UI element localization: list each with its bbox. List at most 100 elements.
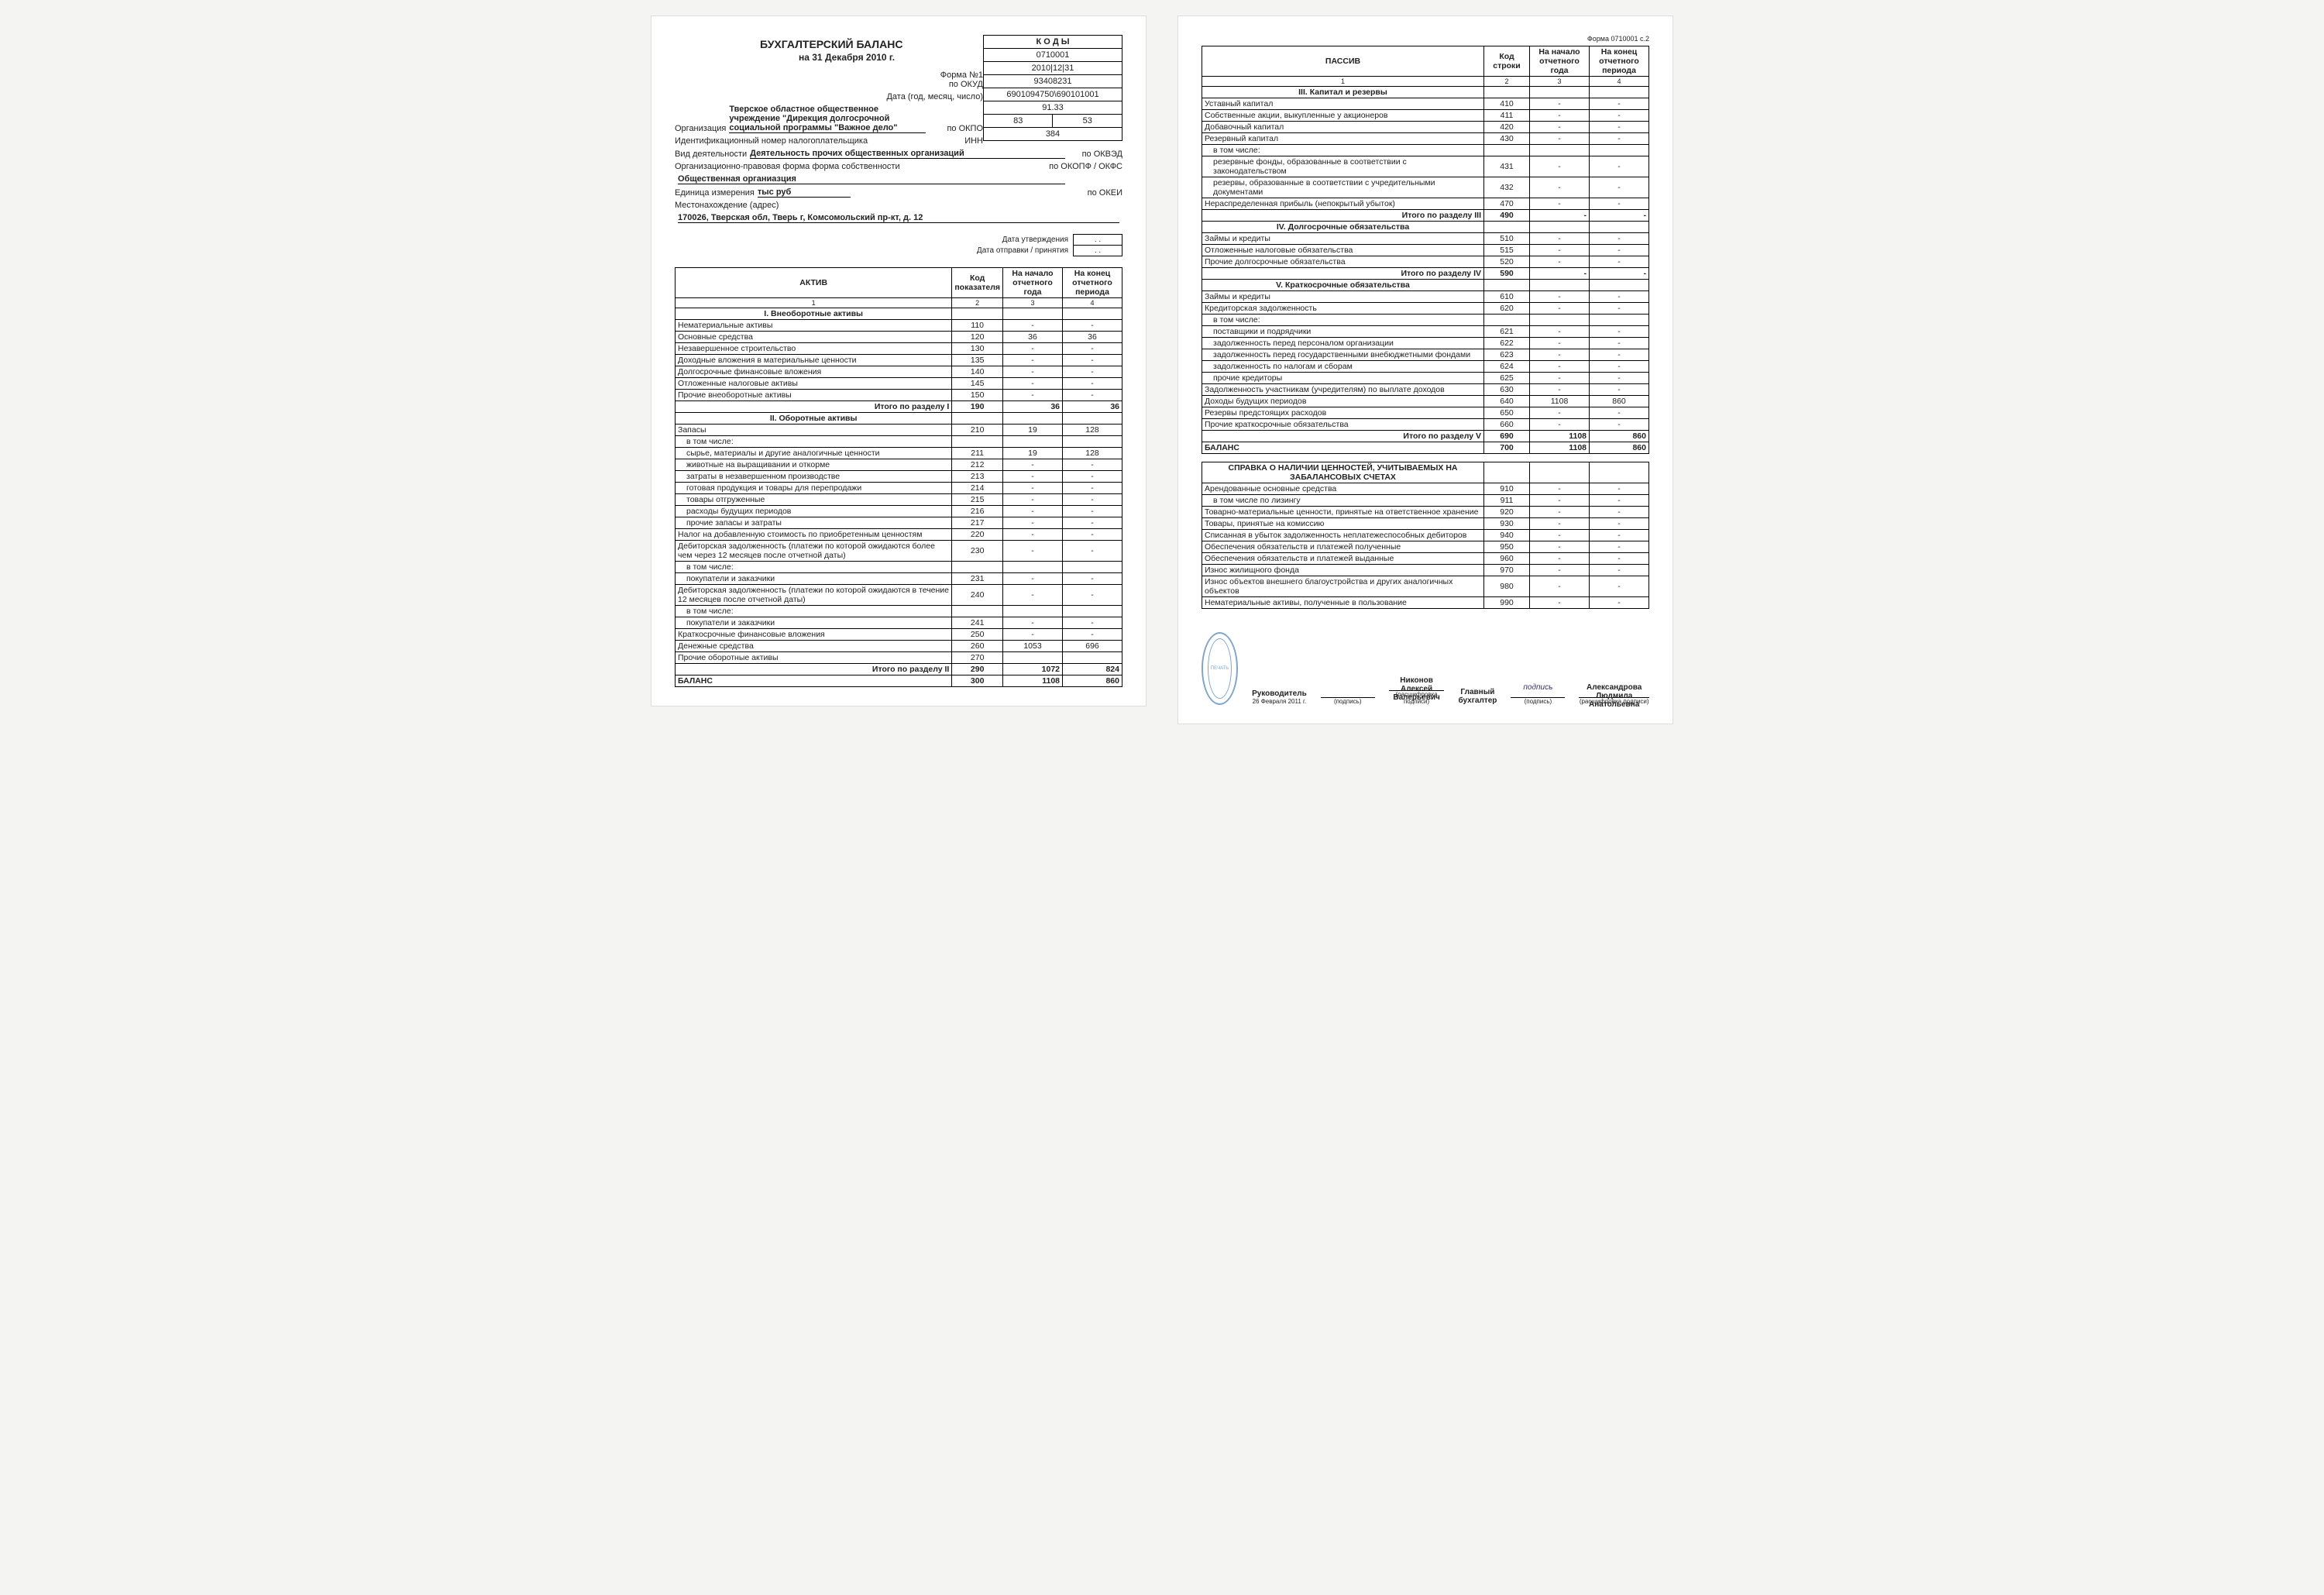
row-a: - [1530,233,1590,245]
row-name: задолженность перед персоналом организац… [1202,338,1484,349]
acc-name: Александрова Людмила Анатольевна [1579,683,1649,698]
table-row: покупатели и заказчики 241 - - [676,617,1122,629]
row-b: - [1590,303,1649,315]
row-b: - [1063,390,1122,401]
row-b: - [1590,361,1649,373]
row-code: 214 [952,483,1003,494]
table-row: Собственные акции, выкупленные у акционе… [1202,110,1649,122]
row-code [952,606,1003,617]
col-head: На начало отчетного года [1530,46,1590,77]
table-row: Займы и кредиты 610 - - [1202,291,1649,303]
table-row: в том числе: [676,436,1122,448]
row-a: - [1003,355,1063,366]
opf-value: Общественная органиазция [678,174,1065,184]
row-code: 410 [1484,98,1530,110]
table-row: Товары, принятые на комиссию 930 - - [1202,518,1649,530]
row-b: 36 [1063,332,1122,343]
table-row: Нераспределенная прибыль (непокрытый убы… [1202,198,1649,210]
ref-title: СПРАВКА О НАЛИЧИИ ЦЕННОСТЕЙ, УЧИТЫВАЕМЫХ… [1202,462,1484,483]
table-row: сырье, материалы и другие аналогичные це… [676,448,1122,459]
table-row: Резервный капитал 430 - - [1202,133,1649,145]
row-a: - [1003,366,1063,378]
row-name: в том числе: [676,606,952,617]
row-b [1063,436,1122,448]
row-name: в том числе: [1202,145,1484,156]
row-b: - [1063,355,1122,366]
table-row: Отложенные налоговые активы 145 - - [676,378,1122,390]
table-row: Прочие долгосрочные обязательства 520 - … [1202,256,1649,268]
kody-okfs: 53 [1053,115,1122,128]
row-a: - [1003,541,1063,562]
row-b: - [1590,407,1649,419]
signatures: ПЕЧАТЬ Руководитель 26 Февраля 2011 г. (… [1202,632,1649,705]
row-b: - [1063,320,1122,332]
col-head: На конец отчетного периода [1063,268,1122,298]
row-name: Отложенные налоговые обязательства [1202,245,1484,256]
table-row: в том числе: [1202,145,1649,156]
row-code: 217 [952,517,1003,529]
row-code [1484,315,1530,326]
table-row: Займы и кредиты 510 - - [1202,233,1649,245]
form-code: Форма 0710001 с.2 [1202,35,1649,43]
row-name: Нематериальные активы [676,320,952,332]
table-row: Незавершенное строительство 130 - - [676,343,1122,355]
row-name: Дебиторская задолженность (платежи по ко… [676,541,952,562]
kody-inn: 6901094750\690101001 [984,88,1122,101]
row-b: - [1590,349,1649,361]
row-name: готовая продукция и товары для перепрода… [676,483,952,494]
table-row: Кредиторская задолженность 620 - - [1202,303,1649,315]
row-code: 515 [1484,245,1530,256]
row-code: 630 [1484,384,1530,396]
table-row: Задолженность участникам (учредителям) п… [1202,384,1649,396]
row-code: 610 [1484,291,1530,303]
row-a: - [1003,459,1063,471]
table-row: задолженность по налогам и сборам 624 - … [1202,361,1649,373]
row-name: Отложенные налоговые активы [676,378,952,390]
table-row: Долгосрочные финансовые вложения 140 - - [676,366,1122,378]
row-b [1590,315,1649,326]
row-b [1063,652,1122,664]
table-row: задолженность перед персоналом организац… [1202,338,1649,349]
row-b [1590,145,1649,156]
row-code: 520 [1484,256,1530,268]
row-name: Прочие оборотные активы [676,652,952,664]
table-row: Нематериальные активы, полученные в поль… [1202,597,1649,609]
row-name: Запасы [676,425,952,436]
row-b: - [1590,384,1649,396]
row-code: 621 [1484,326,1530,338]
row-b: - [1590,133,1649,145]
table-row: поставщики и подрядчики 621 - - [1202,326,1649,338]
row-a: - [1003,343,1063,355]
row-b: 696 [1063,641,1122,652]
row-code: 470 [1484,198,1530,210]
row-b: - [1063,541,1122,562]
row-b: - [1063,459,1122,471]
table-row: Дебиторская задолженность (платежи по ко… [676,541,1122,562]
kody-okud: 0710001 [984,49,1122,62]
row-code: 430 [1484,133,1530,145]
row-a [1003,606,1063,617]
row-code [952,562,1003,573]
row-name: Нераспределенная прибыль (непокрытый убы… [1202,198,1484,210]
row-code: 431 [1484,156,1530,177]
table-row: Налог на добавленную стоимость по приобр… [676,529,1122,541]
row-name: покупатели и заказчики [676,617,952,629]
row-code: 120 [952,332,1003,343]
col-head: ПАССИВ [1202,46,1484,77]
row-b: - [1063,506,1122,517]
addr-label: Местонахождение (адрес) [675,201,779,210]
row-name: Займы и кредиты [1202,233,1484,245]
row-b: - [1590,419,1649,431]
row-name: Доходные вложения в материальные ценност… [676,355,952,366]
row-a: - [1530,303,1590,315]
kody-okei: 384 [984,128,1122,141]
section-sum: Итого по разделу IV 590 - - [1202,268,1649,280]
kody-okpo: 93408231 [984,75,1122,88]
kody-box: К О Д Ы 0710001 2010|12|31 93408231 6901… [983,35,1122,141]
row-a: 19 [1003,448,1063,459]
balance-row: БАЛАНС 700 1108 860 [1202,442,1649,454]
row-a: - [1530,198,1590,210]
row-a: - [1003,617,1063,629]
inn-label: Идентификационный номер налогоплательщик… [675,136,868,146]
row-name: Незавершенное строительство [676,343,952,355]
